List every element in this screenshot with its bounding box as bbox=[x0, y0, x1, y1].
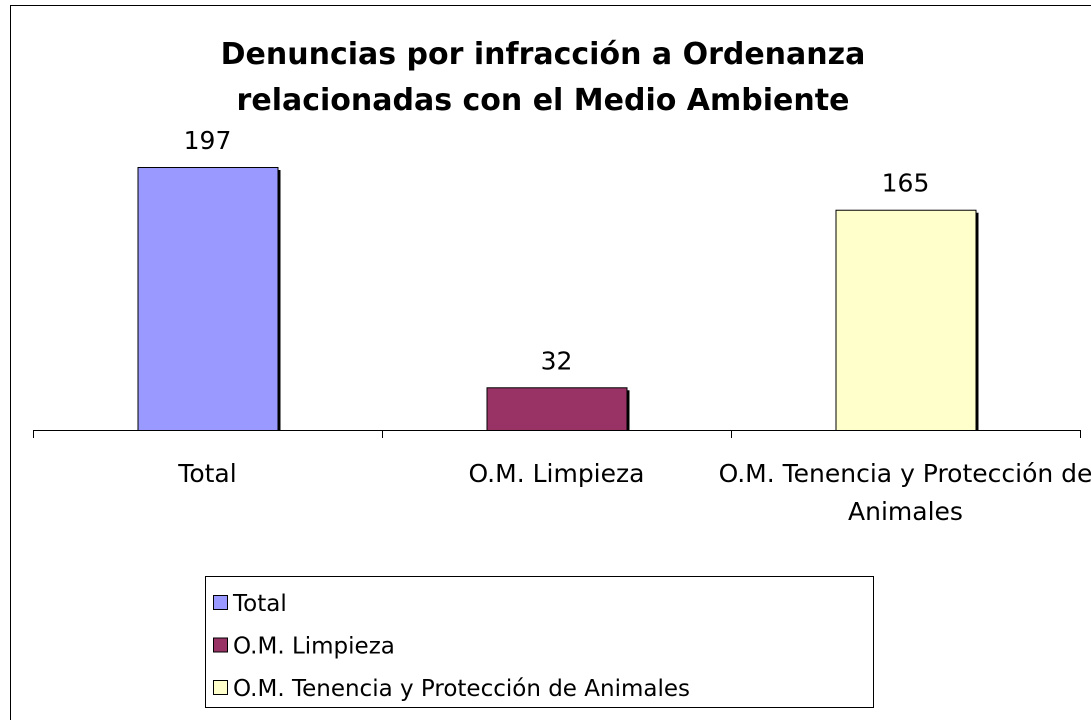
legend-box bbox=[205, 576, 874, 708]
x-tick-label: O.M. Limpieza bbox=[468, 459, 645, 488]
bar bbox=[486, 387, 628, 431]
x-tick-label: Total bbox=[178, 459, 237, 488]
value-label: 165 bbox=[882, 169, 930, 198]
legend-swatch bbox=[213, 637, 228, 653]
legend-label: O.M. Tenencia y Protección de Animales bbox=[233, 676, 690, 702]
bar bbox=[835, 209, 977, 431]
legend-label: O.M. Limpieza bbox=[233, 634, 395, 660]
chart-title: Denuncias por infracción a Ordenanza rel… bbox=[220, 37, 866, 118]
bar bbox=[137, 167, 279, 431]
legend-swatch bbox=[213, 595, 228, 610]
legend-swatch bbox=[213, 680, 228, 695]
value-label: 197 bbox=[184, 126, 232, 155]
x-tick-label: O.M. Tenencia y Protección de Animales bbox=[718, 459, 1091, 526]
value-label: 32 bbox=[541, 346, 573, 375]
legend-label: Total bbox=[232, 591, 287, 617]
